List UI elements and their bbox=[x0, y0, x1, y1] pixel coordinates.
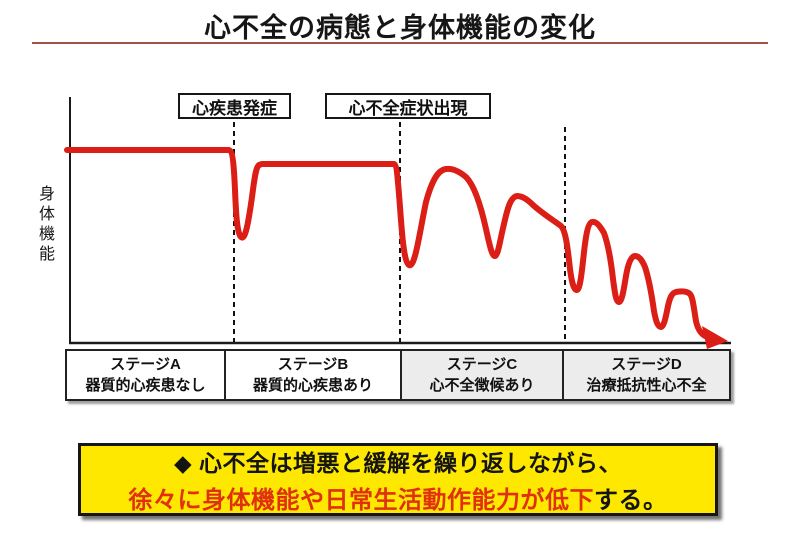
summary-callout: ◆ 心不全は増悪と緩解を繰り返しながら、 徐々に身体機能や日常生活動作能力が低下… bbox=[78, 443, 718, 516]
stage-cell-a: ステージA 器質的心疾患なし bbox=[67, 351, 225, 399]
annotation-hf-symptoms-appear-label: 心不全症状出現 bbox=[348, 98, 468, 118]
callout-line2-red-text: 徐々に身体機能や日常生活動作能力が低下 bbox=[128, 487, 594, 514]
stage-table: ステージA 器質的心疾患なし ステージB 器質的心疾患あり ステージC 心不全徴… bbox=[65, 349, 731, 401]
annotation-hf-symptoms-appear: 心不全症状出現 bbox=[325, 93, 491, 119]
stage-a-desc: 器質的心疾患なし bbox=[85, 376, 206, 394]
stage-b-desc: 器質的心疾患あり bbox=[253, 376, 374, 394]
stage-cell-c: ステージC 心不全徴候あり bbox=[399, 351, 563, 399]
callout-line2-black-text: する。 bbox=[594, 487, 668, 514]
stage-a-name: ステージA bbox=[110, 356, 181, 373]
function-decline-curve bbox=[64, 147, 711, 340]
callout-line1: ◆ 心不全は増悪と緩解を繰り返しながら、 bbox=[173, 450, 623, 476]
annotation-heart-disease-onset-label: 心疾患発症 bbox=[192, 98, 277, 118]
stage-cell-d: ステージD 治療抵抗性心不全 bbox=[562, 351, 730, 399]
stage-d-name: ステージD bbox=[611, 356, 682, 373]
stage-b-name: ステージB bbox=[277, 356, 349, 373]
annotation-heart-disease-onset: 心疾患発症 bbox=[178, 93, 291, 119]
page-title: 心不全の病態と身体機能の変化 bbox=[204, 13, 596, 43]
curve-arrowhead bbox=[702, 326, 728, 349]
stage-c-desc: 心不全徴候あり bbox=[429, 376, 535, 394]
y-axis-label: 身体機能 bbox=[36, 185, 53, 265]
title-underline bbox=[32, 42, 768, 44]
stage-cell-b: ステージB 器質的心疾患あり bbox=[224, 351, 400, 399]
stage-c-name: ステージC bbox=[446, 356, 518, 373]
callout-line2: 徐々に身体機能や日常生活動作能力が低下する。 bbox=[129, 480, 668, 515]
stage-d-desc: 治療抵抗性心不全 bbox=[586, 376, 707, 394]
